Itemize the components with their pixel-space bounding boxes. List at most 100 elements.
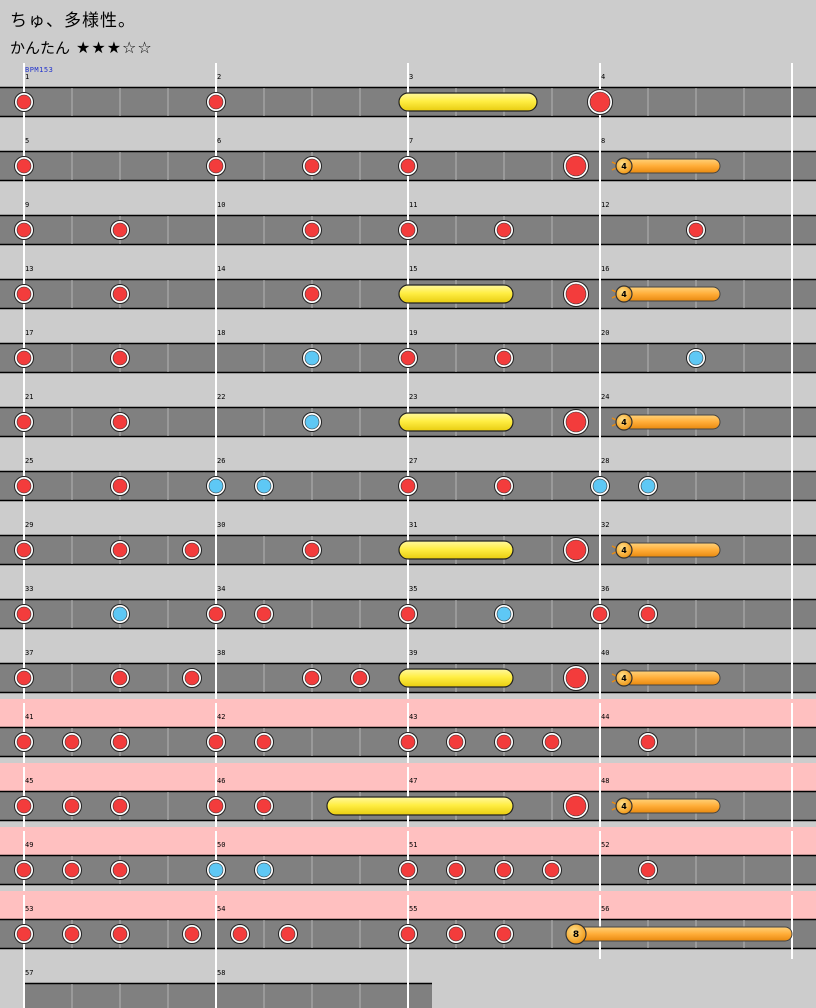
measure-number: 19	[409, 329, 417, 337]
don-note	[400, 734, 416, 750]
don-note	[112, 222, 128, 238]
don-note	[688, 222, 704, 238]
don-note	[112, 542, 128, 558]
measure-number: 30	[217, 521, 225, 529]
score-row: 17 18 19 20	[0, 319, 816, 383]
don-note	[640, 862, 656, 878]
don-note	[184, 926, 200, 942]
don-note	[256, 734, 272, 750]
difficulty-label: かんたん	[10, 39, 71, 57]
big-don-note	[565, 795, 587, 817]
don-note	[400, 926, 416, 942]
don-note	[16, 286, 32, 302]
measure-number: 28	[601, 457, 609, 465]
balloon-tail	[575, 926, 793, 942]
don-note	[112, 478, 128, 494]
ka-note	[640, 478, 656, 494]
don-note	[64, 798, 80, 814]
don-note	[112, 862, 128, 878]
don-note	[400, 606, 416, 622]
measure-number: 21	[25, 393, 33, 401]
big-don-note	[589, 91, 611, 113]
don-note	[304, 286, 320, 302]
measure-number: 24	[601, 393, 609, 401]
big-don-note	[565, 667, 587, 689]
don-note	[256, 798, 272, 814]
measure-number: 9	[25, 201, 29, 209]
don-note	[112, 798, 128, 814]
drumroll-note	[398, 92, 538, 112]
ka-note	[256, 478, 272, 494]
don-note	[304, 222, 320, 238]
balloon-note	[615, 797, 633, 815]
balloon-note	[615, 541, 633, 559]
don-note	[496, 478, 512, 494]
don-note	[64, 734, 80, 750]
score-row: 49 50 51 52	[0, 827, 816, 895]
measure-number: 34	[217, 585, 225, 593]
song-title: ちゅ、多様性。	[10, 11, 136, 31]
balloon-tail	[623, 542, 721, 558]
drumroll-note	[398, 668, 514, 688]
don-note	[16, 926, 32, 942]
don-note	[448, 862, 464, 878]
don-note	[400, 478, 416, 494]
don-note	[640, 606, 656, 622]
don-note	[16, 94, 32, 110]
don-note	[208, 734, 224, 750]
don-note	[112, 350, 128, 366]
big-don-note	[565, 539, 587, 561]
measure-number: 15	[409, 265, 417, 273]
measure-number: 45	[25, 777, 33, 785]
measure-number: 57	[25, 969, 33, 977]
measure-number: 6	[217, 137, 221, 145]
don-note	[232, 926, 248, 942]
difficulty-line: かんたん ★★★☆☆	[10, 37, 153, 58]
don-note	[184, 670, 200, 686]
score-row: 33 34 35 36	[0, 575, 816, 639]
don-note	[112, 670, 128, 686]
measure-number: 17	[25, 329, 33, 337]
don-note	[400, 350, 416, 366]
don-note	[16, 734, 32, 750]
don-note	[208, 158, 224, 174]
don-note	[16, 478, 32, 494]
score-row: 53 54 55 56 8	[0, 891, 816, 959]
score-row: 1 2 3 4	[0, 63, 816, 127]
measure-number: 25	[25, 457, 33, 465]
measure-number: 54	[217, 905, 225, 913]
measure-number: 2	[217, 73, 221, 81]
don-note	[400, 158, 416, 174]
balloon-count: 4	[621, 290, 627, 299]
drumroll-note	[398, 540, 514, 560]
don-note	[544, 862, 560, 878]
measure-number: 38	[217, 649, 225, 657]
ka-note	[112, 606, 128, 622]
don-note	[208, 798, 224, 814]
don-note	[184, 542, 200, 558]
don-note	[352, 670, 368, 686]
balloon-count: 4	[621, 802, 627, 811]
balloon-note	[615, 285, 633, 303]
measure-number: 52	[601, 841, 609, 849]
balloon-tail	[623, 286, 721, 302]
measure-number: 51	[409, 841, 417, 849]
measure-number: 12	[601, 201, 609, 209]
measure-number: 16	[601, 265, 609, 273]
measure-number: 55	[409, 905, 417, 913]
score-row: 41 42 43 44	[0, 699, 816, 767]
balloon-tail	[623, 798, 721, 814]
drumroll-note	[398, 412, 514, 432]
measure-number: 35	[409, 585, 417, 593]
score-row: 13 14 15 16 4	[0, 255, 816, 319]
don-note	[544, 734, 560, 750]
don-note	[208, 94, 224, 110]
measure-number: 3	[409, 73, 413, 81]
ka-note	[304, 350, 320, 366]
measure-number: 14	[217, 265, 225, 273]
don-note	[496, 862, 512, 878]
measure-number: 33	[25, 585, 33, 593]
measure-number: 7	[409, 137, 413, 145]
measure-number: 20	[601, 329, 609, 337]
don-note	[592, 606, 608, 622]
